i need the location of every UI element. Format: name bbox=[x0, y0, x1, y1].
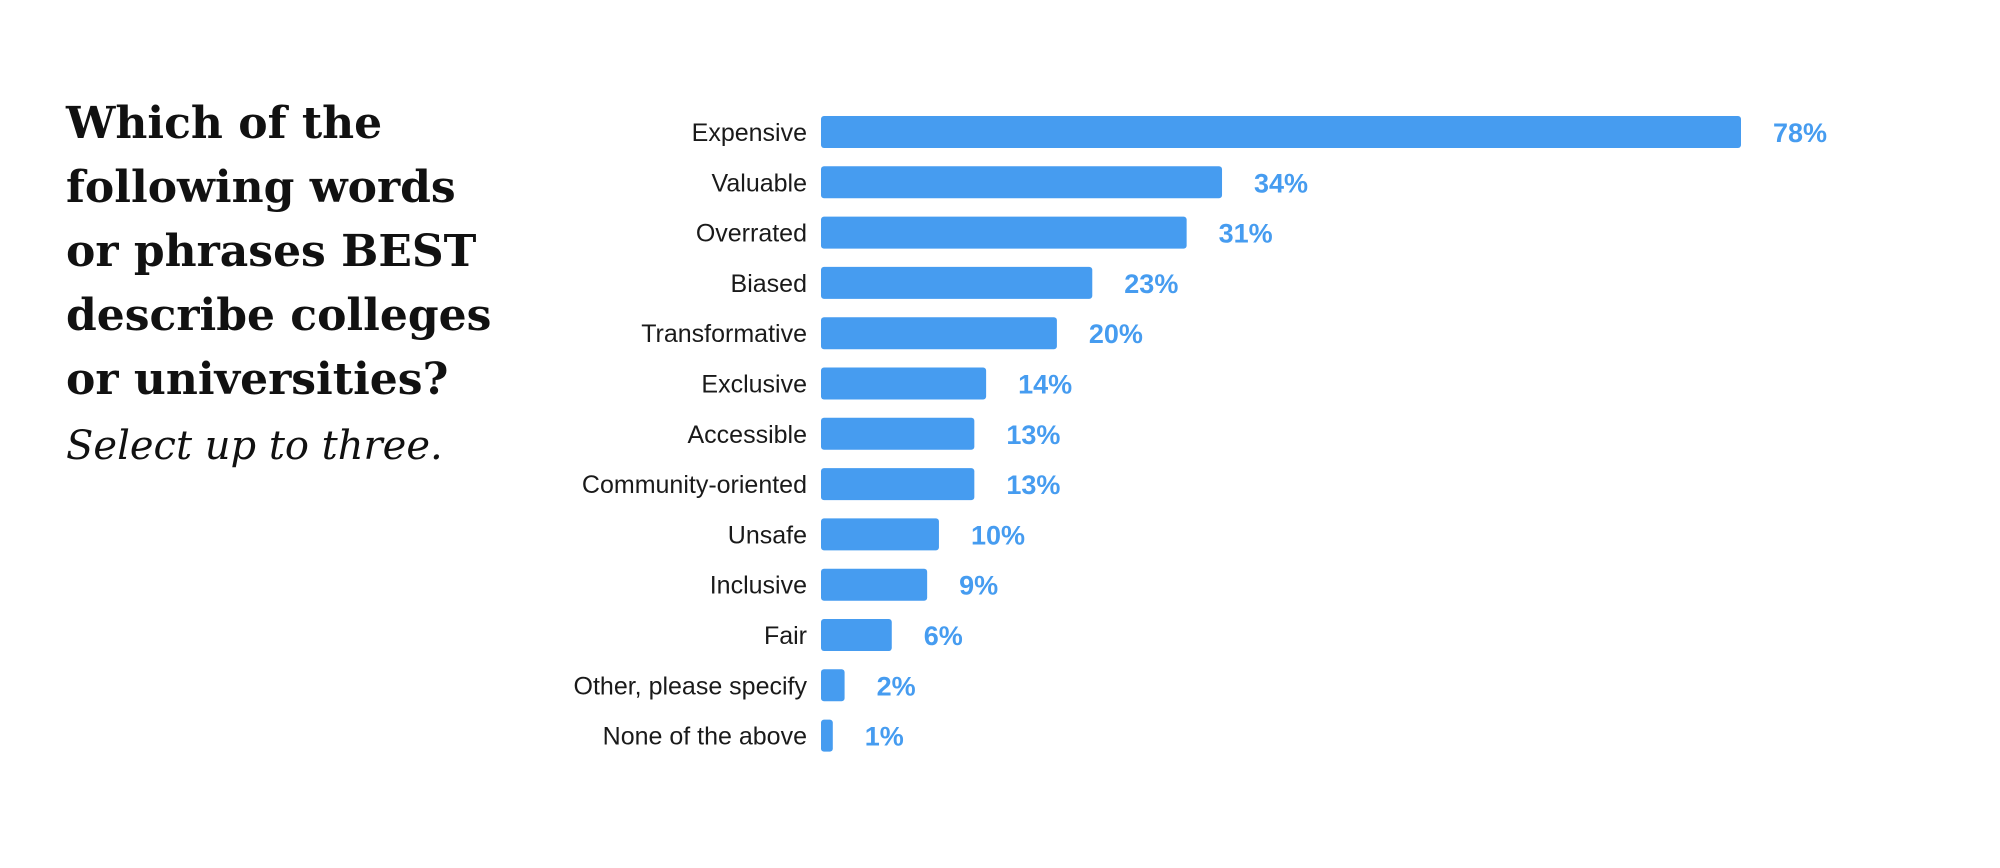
bar bbox=[821, 619, 892, 651]
category-label: Exclusive bbox=[701, 371, 807, 399]
bar bbox=[821, 216, 1187, 249]
bar bbox=[821, 166, 1223, 199]
bar bbox=[821, 417, 975, 450]
bar bbox=[821, 719, 833, 752]
category-label: None of the above bbox=[603, 723, 807, 751]
value-label: 20% bbox=[1089, 319, 1143, 349]
category-label: Other, please specify bbox=[574, 672, 808, 700]
category-label: Unsafe bbox=[728, 521, 807, 549]
value-label: 34% bbox=[1254, 168, 1308, 198]
question-text: Which of the following words or phrases … bbox=[66, 98, 492, 405]
value-label: 13% bbox=[1006, 470, 1060, 500]
value-label: 13% bbox=[1006, 420, 1060, 450]
category-label: Fair bbox=[764, 622, 807, 650]
value-label: 14% bbox=[1018, 370, 1072, 400]
value-label: 6% bbox=[924, 621, 963, 651]
value-label: 78% bbox=[1773, 118, 1827, 148]
bar bbox=[821, 317, 1057, 350]
value-label: 10% bbox=[971, 520, 1025, 550]
category-label: Transformative bbox=[641, 320, 807, 348]
category-label: Expensive bbox=[692, 119, 807, 147]
category-label: Valuable bbox=[712, 169, 807, 197]
category-label: Inclusive bbox=[710, 572, 807, 600]
bar bbox=[821, 266, 1093, 299]
value-label: 31% bbox=[1219, 219, 1273, 249]
bar bbox=[821, 468, 975, 501]
category-label: Overrated bbox=[696, 220, 807, 248]
bar bbox=[821, 568, 928, 601]
value-label: 2% bbox=[877, 671, 916, 701]
value-label: 1% bbox=[865, 722, 904, 752]
bar bbox=[821, 669, 845, 702]
value-label: 23% bbox=[1124, 269, 1178, 299]
instruction-text: Select up to three. bbox=[66, 423, 443, 469]
category-label: Accessible bbox=[688, 421, 808, 449]
category-label: Biased bbox=[731, 270, 807, 298]
bar bbox=[821, 518, 939, 551]
category-label: Community-oriented bbox=[582, 471, 807, 499]
bar bbox=[821, 116, 1741, 148]
value-label: 9% bbox=[959, 571, 998, 601]
bar bbox=[821, 367, 987, 400]
